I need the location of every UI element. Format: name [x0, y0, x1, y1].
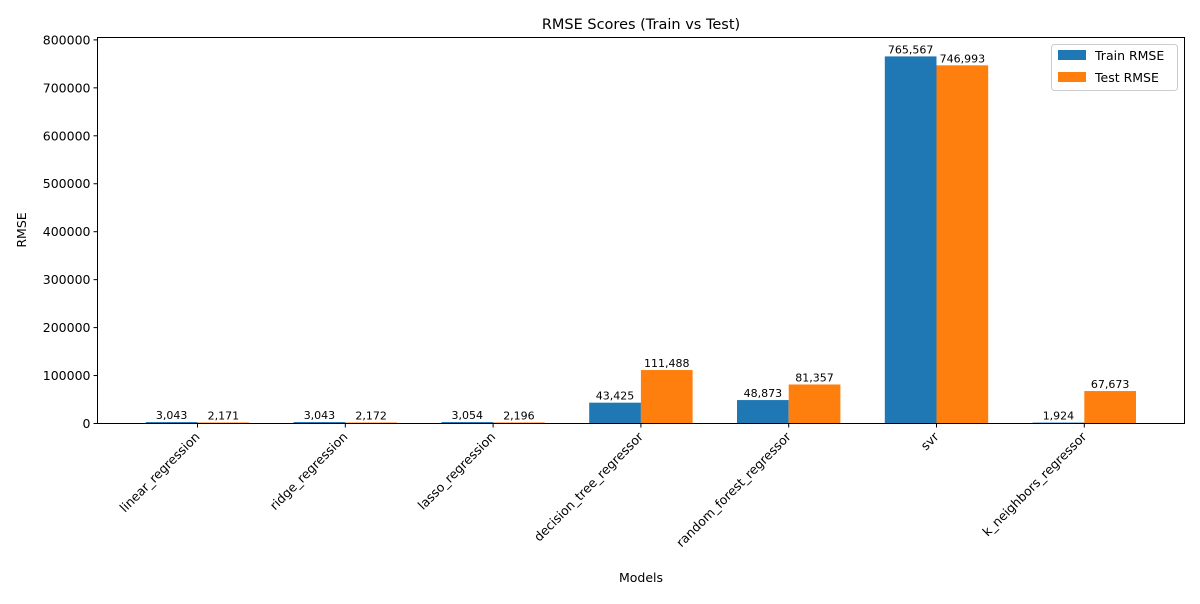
y-axis-ticks: 0 100000 200000 300000 400000 500000 600000 700…: [43, 32, 98, 431]
data-label-test-svr: 746,993: [940, 52, 986, 65]
legend: Train RMSE Test RMSE: [1051, 44, 1178, 91]
y-tick-label: 100000: [43, 368, 91, 383]
data-label-train-random_forest_regressor: 48,873: [744, 387, 783, 400]
x-tick-label: ridge_regression: [267, 429, 351, 513]
y-tick-label: 800000: [43, 32, 91, 47]
y-tick-label: 200000: [43, 320, 91, 335]
x-axis-ticks: linear_regression ridge_regression lasso_r…: [117, 423, 1090, 550]
data-label-train-decision_tree_regressor: 43,425: [596, 390, 635, 403]
bar-test-lasso_regression: [493, 422, 545, 424]
data-label-train-svr: 765,567: [888, 43, 934, 56]
y-tick-label: 0: [83, 416, 91, 431]
x-tick-label: lasso_regression: [415, 429, 499, 513]
y-tick-label: 600000: [43, 128, 91, 143]
bar-test-random_forest_regressor: [788, 384, 841, 424]
x-tick-label: linear_regression: [117, 429, 203, 515]
bar-train-ridge_regression: [293, 422, 346, 424]
data-label-train-lasso_regression: 3,054: [452, 409, 484, 422]
x-tick-label: decision_tree_regressor: [531, 428, 647, 544]
bar-test-k_neighbors_regressor: [1084, 391, 1136, 424]
x-axis-label: Models: [619, 570, 663, 585]
bar-train-svr: [884, 56, 937, 424]
legend-swatch-test: [1058, 72, 1086, 82]
data-label-train-k_neighbors_regressor: 1,924: [1043, 410, 1075, 423]
legend-label-train: Train RMSE: [1094, 48, 1164, 63]
bar-train-linear_regression: [145, 422, 198, 424]
plot-frame: [97, 37, 1185, 424]
bar-train-decision_tree_regressor: [589, 402, 641, 424]
legend-swatch-train: [1058, 50, 1086, 60]
y-tick-label: 700000: [43, 80, 91, 95]
bar-labels-layer: 3,043 2,171 3,043 2,172 3,054 2,196 43,425 111,…: [156, 43, 1130, 422]
bar-train-random_forest_regressor: [737, 400, 789, 424]
data-label-test-k_neighbors_regressor: 67,673: [1091, 378, 1130, 391]
data-label-test-ridge_regression: 2,172: [355, 409, 387, 422]
x-tick-label: k_neighbors_regressor: [979, 428, 1090, 539]
y-tick-label: 400000: [43, 224, 91, 239]
bar-test-linear_regression: [197, 422, 250, 424]
bar-test-ridge_regression: [345, 422, 397, 424]
data-label-train-linear_regression: 3,043: [156, 409, 188, 422]
y-axis-label: RMSE: [14, 212, 29, 247]
bars-layer: [145, 56, 1136, 424]
x-tick-label: svr: [918, 428, 943, 453]
y-tick-label: 300000: [43, 272, 91, 287]
data-label-test-lasso_regression: 2,196: [503, 409, 535, 422]
data-label-train-ridge_regression: 3,043: [304, 409, 336, 422]
data-label-test-decision_tree_regressor: 111,488: [644, 357, 690, 370]
bar-test-svr: [936, 65, 989, 424]
y-tick-label: 500000: [43, 176, 91, 191]
data-label-test-linear_regression: 2,171: [208, 409, 240, 422]
chart-title: RMSE Scores (Train vs Test): [542, 17, 740, 33]
legend-label-test: Test RMSE: [1094, 70, 1159, 85]
x-tick-label: random_forest_regressor: [673, 428, 794, 549]
data-label-test-random_forest_regressor: 81,357: [795, 371, 834, 384]
bar-test-decision_tree_regressor: [640, 370, 693, 424]
bar-train-lasso_regression: [441, 422, 494, 424]
